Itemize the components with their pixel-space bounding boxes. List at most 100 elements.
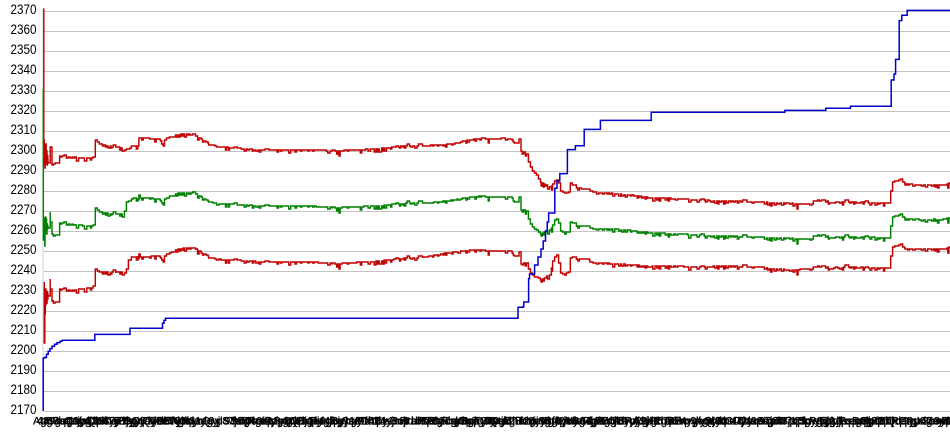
svg-text:ryg: ryg [76,415,91,427]
svg-text:5lm: 5lm [673,415,691,427]
svg-text:e3: e3 [384,415,396,427]
svg-text:y39: y39 [482,415,500,427]
svg-text:2250: 2250 [11,242,37,257]
svg-text:4yg: 4yg [680,415,698,427]
svg-text:jr: jr [403,415,410,427]
svg-text:pB: pB [669,415,682,427]
svg-text:ytq: ytq [712,415,727,427]
svg-text:g6: g6 [283,415,295,427]
svg-text:65T: 65T [872,415,891,427]
svg-text:Agg: Agg [33,415,53,427]
svg-text:Ty3: Ty3 [107,415,125,427]
svg-text:1m9: 1m9 [388,415,409,427]
svg-text:RgR: RgR [583,415,605,427]
svg-text:dqm: dqm [895,415,916,427]
svg-text:peh: peh [856,415,874,427]
svg-text:pjp: pjp [833,415,848,427]
svg-text:ecy: ecy [427,415,445,427]
svg-text:6c: 6c [392,415,404,427]
svg-text:Rd: Rd [400,415,414,427]
svg-text:Bqp: Bqp [298,415,318,427]
svg-text:hpk: hpk [462,415,480,427]
svg-text:2370: 2370 [11,2,37,17]
svg-text:9g: 9g [49,415,61,427]
svg-text:2320: 2320 [11,102,37,117]
svg-text:tg: tg [907,415,916,427]
svg-text:yrQ: yrQ [193,415,211,427]
svg-text:hgq: hgq [696,415,714,427]
svg-text:ljg: ljg [302,415,313,427]
svg-text:f61: f61 [365,415,380,427]
svg-text:72y: 72y [735,415,753,427]
svg-text:yj: yj [212,415,220,427]
svg-text:bBP: bBP [661,415,682,427]
svg-text:7qS: 7qS [786,415,806,427]
svg-text:pjg: pjg [821,415,836,427]
svg-text:cPB: cPB [111,415,131,427]
svg-text:2p: 2p [587,415,599,427]
svg-text:Ae6: Ae6 [306,415,326,427]
svg-text:t0: t0 [942,415,950,427]
svg-text:klg: klg [443,415,457,427]
svg-text:2350: 2350 [11,42,37,57]
svg-text:Cfp: Cfp [794,415,811,427]
svg-text:0cm: 0cm [439,415,460,427]
svg-text:egA: egA [72,415,92,427]
svg-text:ceg: ceg [844,415,862,427]
svg-text:Q0f: Q0f [64,415,83,427]
svg-text:2210: 2210 [11,322,37,337]
svg-text:Pe: Pe [485,415,498,427]
svg-text:q8a: q8a [423,415,442,427]
svg-text:2330: 2330 [11,82,37,97]
svg-text:eq9: eq9 [747,415,765,427]
svg-text:m0t: m0t [236,415,254,427]
svg-text:yDg: yDg [454,415,474,427]
svg-text:djf: djf [84,415,97,427]
svg-text:2270: 2270 [11,202,37,217]
svg-text:9yy: 9yy [903,415,921,427]
svg-text:pg1: pg1 [271,415,289,427]
svg-text:sgd: sgd [762,415,780,427]
svg-text:sa: sa [251,415,264,427]
svg-text:ydb: ydb [938,415,950,427]
svg-text:pr5: pr5 [790,415,806,427]
svg-text:dAT: dAT [606,415,626,427]
svg-text:eT6: eT6 [162,415,181,427]
svg-text:Qq: Qq [887,415,902,427]
svg-text:2170: 2170 [11,402,37,417]
svg-text:3j1: 3j1 [782,415,797,427]
svg-text:lg: lg [205,415,214,427]
svg-text:8yc: 8yc [618,415,636,427]
svg-text:yqQ: yqQ [279,415,300,427]
svg-text:slg: slg [918,415,932,427]
svg-text:2gT: 2gT [431,415,450,427]
svg-text:cdG: cdG [446,415,466,427]
svg-text:5hg: 5hg [166,415,184,427]
svg-text:8bT: 8bT [99,415,118,427]
svg-text:j3y: j3y [328,415,344,427]
svg-text:lRA: lRA [622,415,640,427]
svg-text:ec: ec [201,415,213,427]
svg-text:hpt: hpt [345,415,360,427]
svg-text:87C: 87C [419,415,439,427]
svg-text:j9j: j9j [637,415,649,427]
svg-text:Ida: Ida [567,415,583,427]
svg-text:5Tr: 5Tr [657,415,673,427]
svg-text:g0y: g0y [478,415,496,427]
svg-text:khf: khf [521,415,537,427]
svg-text:Y81: Y81 [708,415,728,427]
svg-text:jtd: jtd [562,415,575,427]
svg-text:p4: p4 [770,415,782,427]
svg-text:2300: 2300 [11,142,37,157]
svg-text:28: 28 [92,415,104,427]
svg-text:2190: 2190 [11,362,37,377]
svg-text:2260: 2260 [11,222,37,237]
svg-text:2mR: 2mR [926,415,949,427]
svg-text:f2k: f2k [556,415,571,427]
svg-text:ns: ns [263,415,275,427]
svg-text:9SD: 9SD [224,415,245,427]
svg-text:am: am [930,415,945,427]
svg-text:bll: bll [95,415,106,427]
svg-text:yem: yem [692,415,713,427]
svg-text:2220: 2220 [11,302,37,317]
